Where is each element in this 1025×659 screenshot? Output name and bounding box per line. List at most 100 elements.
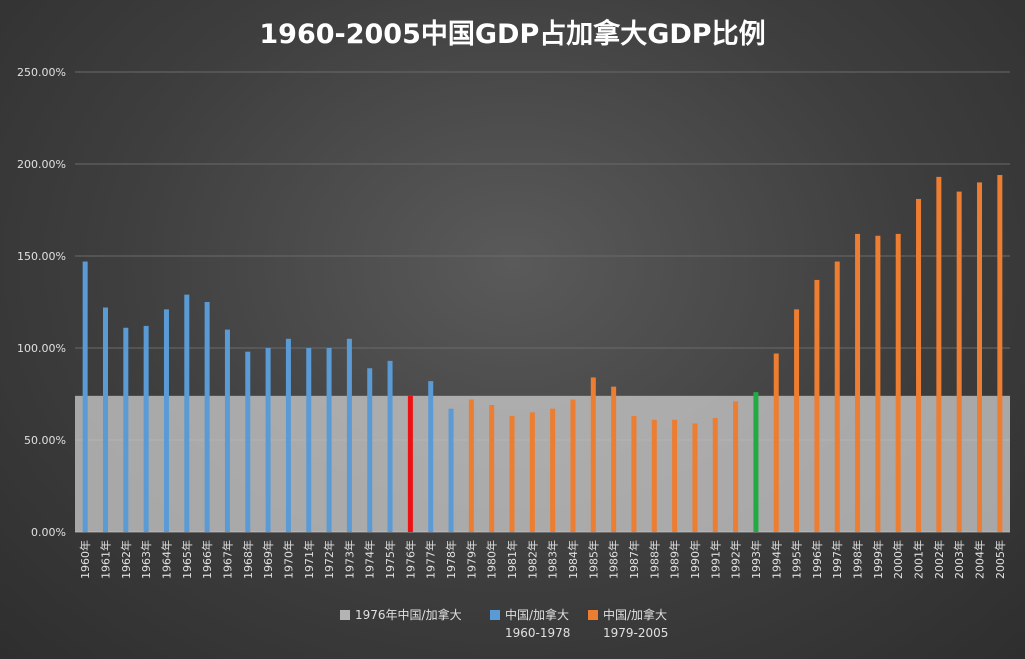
- bar-1979年: [468, 399, 474, 532]
- bar-2001年: [916, 198, 922, 532]
- x-tick-label: 1993年: [749, 540, 763, 579]
- bar-1992年: [733, 401, 739, 532]
- bar-1989年: [672, 419, 678, 532]
- x-tick-label: 2000年: [891, 540, 905, 579]
- y-tick-label: 100.00%: [17, 342, 66, 355]
- bar-1973年: [346, 338, 352, 532]
- bar-1972年: [326, 348, 332, 532]
- bar-2002年: [936, 176, 942, 532]
- x-tick-label: 2004年: [973, 540, 987, 579]
- x-tick-label: 2003年: [952, 540, 966, 579]
- bar-1968年: [245, 351, 251, 532]
- bar-1999年: [875, 235, 881, 532]
- bar-1990年: [692, 423, 698, 532]
- x-tick-label: 1969年: [261, 540, 275, 579]
- y-tick-label: 250.00%: [17, 66, 66, 79]
- bar-1978年: [448, 408, 454, 532]
- x-tick-label: 1981年: [505, 540, 519, 579]
- bar-1974年: [367, 368, 373, 532]
- bar-1996年: [814, 279, 820, 532]
- x-tick-label: 2002年: [932, 540, 946, 579]
- legend-swatch-1979-2005: [588, 610, 598, 620]
- x-tick-label: 1975年: [383, 540, 397, 579]
- legend-label-1979-2005-line1: 中国/加拿大: [603, 608, 668, 622]
- x-tick-label: 1977年: [424, 540, 438, 579]
- x-tick-label: 1983年: [546, 540, 560, 579]
- x-tick-label: 1982年: [525, 540, 539, 579]
- bar-1987年: [631, 416, 637, 532]
- bar-1998年: [855, 233, 861, 533]
- x-tick-label: 1962年: [119, 540, 133, 579]
- bar-1984年: [570, 399, 576, 532]
- x-tick-label: 1960年: [78, 540, 92, 579]
- legend-label-1976: 1976年中国/加拿大: [355, 608, 462, 622]
- legend-label-1960-1978-line1: 中国/加拿大: [505, 608, 570, 622]
- x-tick-label: 1961年: [98, 540, 112, 579]
- bars-layer: [82, 175, 1003, 533]
- x-tick-label: 1976年: [403, 540, 417, 579]
- x-tick-label: 1973年: [342, 540, 356, 579]
- x-tick-label: 1999年: [871, 540, 885, 579]
- bar-2000年: [895, 233, 901, 533]
- bar-1982年: [529, 412, 535, 532]
- x-tick-label: 1979年: [464, 540, 478, 579]
- x-tick-label: 2001年: [912, 540, 926, 579]
- legend-swatch-1976: [340, 610, 350, 620]
- x-tick-label: 1974年: [363, 540, 377, 579]
- x-tick-label: 1965年: [180, 540, 194, 579]
- bar-1981年: [509, 416, 515, 532]
- bar-1986年: [611, 386, 617, 532]
- x-tick-label: 1990年: [688, 540, 702, 579]
- x-tick-label: 1989年: [668, 540, 682, 579]
- x-tick-label: 1987年: [627, 540, 641, 579]
- bar-1995年: [794, 309, 800, 532]
- y-tick-label: 0.00%: [31, 526, 66, 539]
- legend-label-1960-1978-line2: 1960-1978: [505, 626, 571, 640]
- legend-label-1979-2005-line2: 1979-2005: [603, 626, 669, 640]
- x-tick-label: 1998年: [851, 540, 865, 579]
- y-tick-label: 150.00%: [17, 250, 66, 263]
- x-tick-label: 1996年: [810, 540, 824, 579]
- bar-1970年: [285, 338, 291, 532]
- y-tick-label: 200.00%: [17, 158, 66, 171]
- bar-1976年: [407, 395, 413, 532]
- bar-1967年: [224, 329, 230, 532]
- x-tick-label: 1994年: [769, 540, 783, 579]
- bar-1985年: [590, 377, 596, 532]
- reference-area-1976: [75, 395, 1010, 532]
- bar-1964年: [163, 309, 169, 532]
- x-tick-label: 1964年: [159, 540, 173, 579]
- x-tick-label: 1970年: [281, 540, 295, 579]
- x-tick-label: 1991年: [708, 540, 722, 579]
- bar-1988年: [651, 419, 657, 532]
- reference-area-layer: [75, 395, 1010, 532]
- y-axis-ticks: 0.00% 50.00% 100.00% 150.00% 200.00% 250.00%: [17, 66, 66, 539]
- bar-1963年: [143, 325, 149, 532]
- x-tick-label: 1984年: [566, 540, 580, 579]
- x-tick-label: 1972年: [322, 540, 336, 579]
- legend: 1976年中国/加拿大 中国/加拿大 1960-1978 中国/加拿大 1979…: [340, 607, 800, 647]
- bar-1960年: [82, 261, 88, 532]
- bar-1993年: [753, 392, 759, 532]
- x-tick-label: 1978年: [444, 540, 458, 579]
- x-tick-label: 1997年: [830, 540, 844, 579]
- bar-2005年: [997, 175, 1003, 533]
- x-tick-label: 1967年: [220, 540, 234, 579]
- bar-1994年: [773, 353, 779, 532]
- x-tick-label: 1985年: [586, 540, 600, 579]
- bar-1966年: [204, 302, 210, 532]
- x-tick-label: 1963年: [139, 540, 153, 579]
- x-tick-label: 1992年: [729, 540, 743, 579]
- legend-swatch-1960-1978: [490, 610, 500, 620]
- x-tick-label: 1986年: [607, 540, 621, 579]
- x-tick-label: 1988年: [647, 540, 661, 579]
- x-tick-label: 2005年: [993, 540, 1007, 579]
- bar-1961年: [102, 307, 108, 532]
- bar-1997年: [834, 261, 840, 532]
- bar-2003年: [956, 191, 962, 532]
- x-tick-label: 1966年: [200, 540, 214, 579]
- bar-1975年: [387, 360, 393, 532]
- bar-1983年: [550, 408, 556, 532]
- bar-1980年: [489, 405, 495, 532]
